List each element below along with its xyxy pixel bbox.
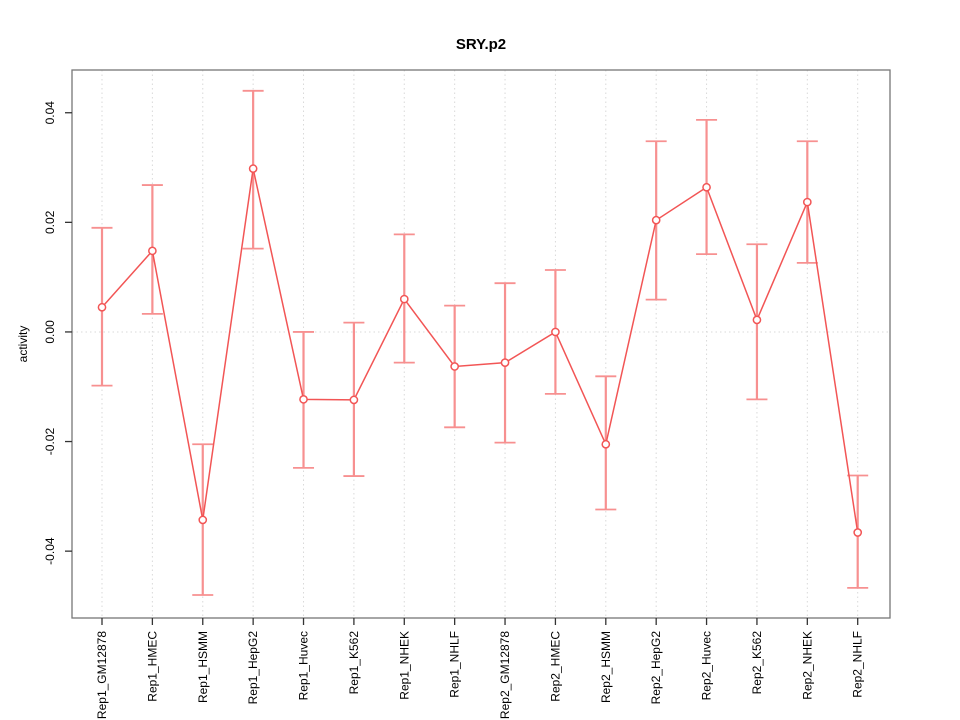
x-tick-label: Rep2_NHLF — [851, 631, 865, 698]
data-point — [702, 182, 711, 192]
axis-layer: 0.04 0.02 0.00 -0.02 -0.04 Rep1_GM12878 Rep1_H… — [43, 69, 891, 719]
data-point — [651, 215, 661, 225]
data-point — [853, 528, 863, 537]
data-point — [148, 246, 157, 256]
x-tick-label: Rep2_GM12878 — [498, 631, 512, 719]
series-line — [101, 168, 859, 533]
grid-layer — [72, 70, 890, 618]
data-point — [97, 302, 107, 312]
y-tick-label: 0.04 — [43, 101, 57, 125]
x-tick-label: Rep2_HSMM — [599, 631, 613, 703]
data-point — [248, 164, 258, 173]
y-tick-label: 0.02 — [43, 210, 57, 234]
data-point — [399, 294, 409, 304]
plot-box — [71, 69, 891, 619]
data-point — [802, 197, 812, 207]
data-point — [500, 358, 510, 367]
y-tick-label: -0.04 — [43, 537, 57, 565]
data-point — [450, 362, 460, 371]
x-tick-label: Rep2_NHEK — [800, 631, 814, 700]
x-tick-label: Rep1_HSMM — [196, 631, 210, 703]
data-point — [299, 394, 308, 404]
data-point — [349, 395, 359, 405]
data-layer — [91, 89, 869, 596]
x-tick-label: Rep1_Huvec — [297, 631, 311, 700]
x-tick-label: Rep1_HepG2 — [246, 631, 260, 705]
data-point — [551, 327, 560, 337]
x-tick-label: Rep1_HMEC — [145, 631, 159, 702]
data-point — [752, 315, 762, 325]
y-axis-label: activity — [16, 326, 30, 363]
x-tick-label: Rep2_HMEC — [548, 631, 562, 702]
x-tick-label: Rep2_HepG2 — [649, 631, 663, 705]
x-tick-label: Rep2_K562 — [750, 631, 764, 695]
data-point — [601, 439, 611, 449]
x-tick-label: Rep1_GM12878 — [95, 631, 109, 719]
x-tick-label: Rep2_Huvec — [700, 631, 714, 700]
x-tick-label: Rep1_K562 — [347, 631, 361, 695]
y-tick-label: -0.02 — [43, 428, 57, 456]
x-tick-label: Rep1_NHLF — [448, 631, 462, 698]
data-point — [198, 515, 208, 525]
chart-title: SRY.p2 — [456, 36, 506, 53]
y-tick-label: 0.00 — [43, 320, 57, 344]
x-tick-label: Rep1_NHEK — [397, 631, 411, 700]
